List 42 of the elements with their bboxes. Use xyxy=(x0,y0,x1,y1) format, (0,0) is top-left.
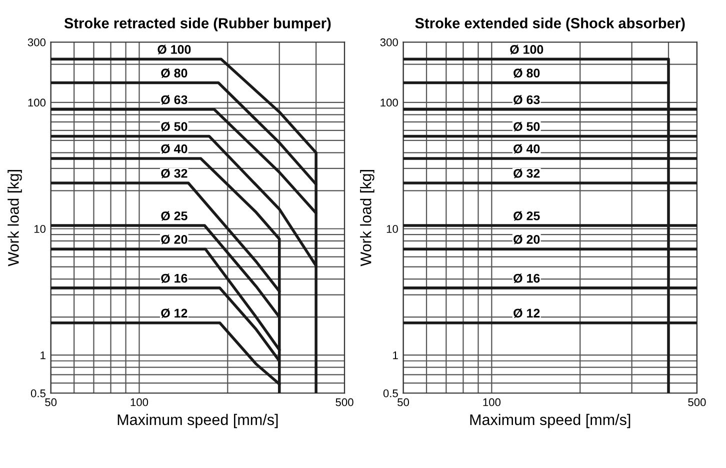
series-label: Ø 16 xyxy=(514,274,540,284)
y-tick-label: 10 xyxy=(34,225,46,233)
y-axis-title: Work load [kg] xyxy=(360,170,374,266)
series-label: Ø 20 xyxy=(514,234,540,244)
series-label: Ø 32 xyxy=(514,168,540,178)
x-axis-title: Maximum speed [mm/s] xyxy=(118,414,278,428)
y-tick-label: 300 xyxy=(28,38,46,46)
x-tick-label: 500 xyxy=(688,398,706,406)
x-tick-label: 100 xyxy=(483,398,501,406)
series-label: Ø 12 xyxy=(514,308,540,318)
series-label: Ø 63 xyxy=(514,95,540,104)
chart-title: Stroke extended side (Shock absorber) xyxy=(415,18,685,32)
series-label: Ø 25 xyxy=(514,211,540,221)
series-label: Ø 40 xyxy=(514,144,540,154)
series-label: Ø 100 xyxy=(510,44,544,54)
series-label: Ø 80 xyxy=(514,68,540,78)
series-label: Ø 100 xyxy=(158,44,191,54)
series-label: Ø 32 xyxy=(161,168,188,178)
x-tick-label: 500 xyxy=(336,398,354,406)
y-axis-title: Work load [kg] xyxy=(8,170,22,266)
series-label: Ø 12 xyxy=(161,308,188,318)
y-tick-label: 10 xyxy=(386,225,398,233)
x-axis-title: Maximum speed [mm/s] xyxy=(470,414,630,428)
chart-title: Stroke retracted side (Rubber bumper) xyxy=(64,18,331,32)
series-label: Ø 16 xyxy=(161,274,188,284)
x-tick-label: 50 xyxy=(45,398,57,406)
y-tick-label: 0.5 xyxy=(30,389,46,398)
y-tick-label: 100 xyxy=(380,98,398,107)
series-label: Ø 80 xyxy=(161,68,188,78)
series-label: Ø 63 xyxy=(161,95,188,104)
series-label: Ø 50 xyxy=(161,122,188,132)
series-label: Ø 25 xyxy=(161,211,188,221)
x-tick-label: 100 xyxy=(130,398,148,406)
y-tick-label: 0.5 xyxy=(383,389,398,398)
series-label: Ø 40 xyxy=(161,144,188,154)
y-tick-label: 300 xyxy=(380,38,398,46)
y-tick-label: 1 xyxy=(393,351,398,360)
y-tick-label: 1 xyxy=(40,351,46,360)
y-tick-label: 100 xyxy=(28,98,46,107)
x-tick-label: 50 xyxy=(398,398,410,406)
series-label: Ø 50 xyxy=(514,122,540,132)
series-label: Ø 20 xyxy=(161,234,188,244)
